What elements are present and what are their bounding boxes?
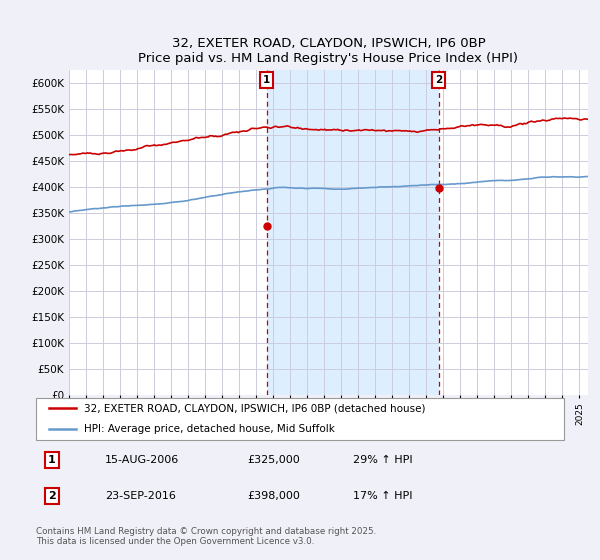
Text: 23-SEP-2016: 23-SEP-2016 (104, 491, 176, 501)
Text: 1: 1 (48, 455, 56, 465)
Text: 32, EXETER ROAD, CLAYDON, IPSWICH, IP6 0BP (detached house): 32, EXETER ROAD, CLAYDON, IPSWICH, IP6 0… (83, 403, 425, 413)
Text: £325,000: £325,000 (247, 455, 300, 465)
Text: 15-AUG-2006: 15-AUG-2006 (104, 455, 179, 465)
Text: 2: 2 (48, 491, 56, 501)
Text: 29% ↑ HPI: 29% ↑ HPI (353, 455, 412, 465)
Text: Contains HM Land Registry data © Crown copyright and database right 2025.
This d: Contains HM Land Registry data © Crown c… (36, 526, 376, 546)
FancyBboxPatch shape (36, 398, 564, 440)
Title: 32, EXETER ROAD, CLAYDON, IPSWICH, IP6 0BP
Price paid vs. HM Land Registry's Hou: 32, EXETER ROAD, CLAYDON, IPSWICH, IP6 0… (139, 36, 518, 64)
Text: 17% ↑ HPI: 17% ↑ HPI (353, 491, 412, 501)
Bar (267, 70, 439, 395)
Text: £398,000: £398,000 (247, 491, 300, 501)
Text: 1: 1 (263, 76, 271, 85)
Text: HPI: Average price, detached house, Mid Suffolk: HPI: Average price, detached house, Mid … (83, 424, 334, 434)
Text: 2: 2 (435, 76, 442, 85)
